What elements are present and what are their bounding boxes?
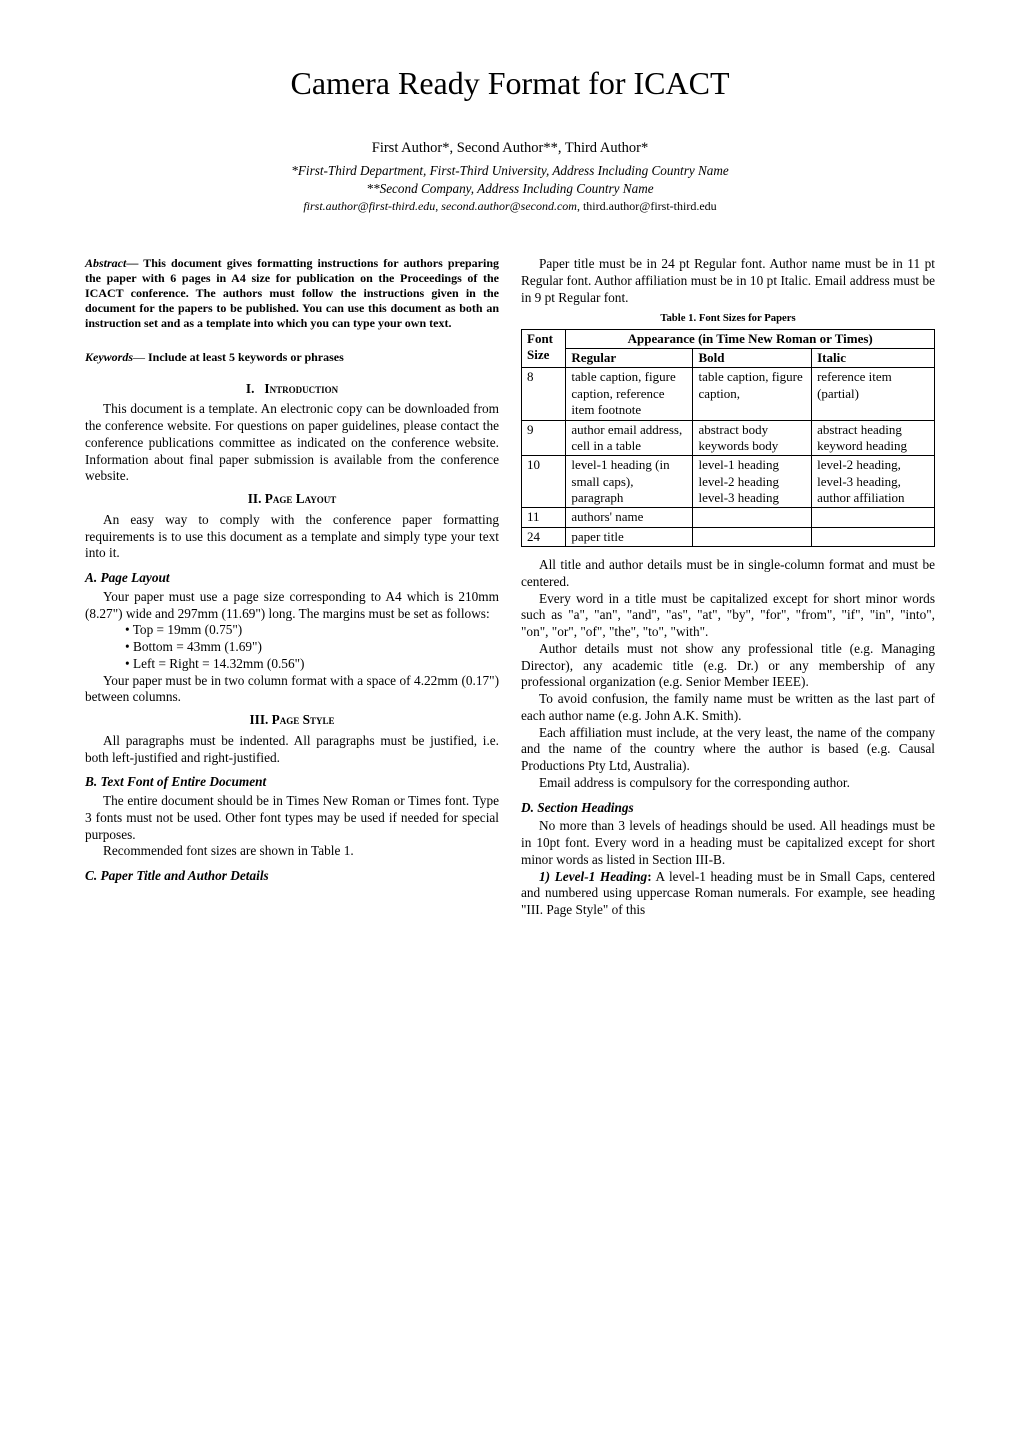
cell-regular: table caption, figure caption, reference… — [566, 368, 693, 420]
subc-p3: Every word in a title must be capitalize… — [521, 591, 935, 641]
cell-italic: reference item (partial) — [812, 368, 935, 420]
layout-paragraph: An easy way to comply with the conferenc… — [85, 512, 499, 562]
cell-bold: level-1 heading level-2 heading level-3 … — [693, 456, 812, 508]
bullet-lr: • Left = Right = 14.32mm (0.56") — [125, 656, 499, 673]
abstract-dash: — — [126, 256, 143, 270]
affiliation-2: **Second Company, Address Including Coun… — [85, 181, 935, 197]
abstract-block: Abstract— This document gives formatting… — [85, 256, 499, 332]
table-row: 10 level-1 heading (in small caps), para… — [522, 456, 935, 508]
level1-heading-para: 1) Level-1 Heading: A level-1 heading mu… — [521, 869, 935, 919]
intro-paragraph: This document is a template. An electron… — [85, 401, 499, 485]
section-1-heading: I. Introduction — [85, 381, 499, 398]
affiliation-1: *First-Third Department, First-Third Uni… — [85, 163, 935, 179]
table-row: 11 authors' name — [522, 508, 935, 527]
subheading-b: B. Text Font of Entire Document — [85, 774, 499, 791]
level1-lead: 1) Level-1 Heading — [539, 869, 647, 884]
subd-p1: No more than 3 levels of headings should… — [521, 818, 935, 868]
emails-line: first.author@first-third.edu, second.aut… — [85, 199, 935, 214]
th-bold: Bold — [693, 349, 812, 368]
cell-size: 10 — [522, 456, 566, 508]
cell-regular: authors' name — [566, 508, 693, 527]
cell-regular: level-1 heading (in small caps), paragra… — [566, 456, 693, 508]
keywords-block: Keywords— Include at least 5 keywords or… — [85, 350, 499, 365]
table-row: Regular Bold Italic — [522, 349, 935, 368]
email-1: first.author@first-third.edu — [303, 199, 435, 213]
cell-bold: abstract body keywords body — [693, 420, 812, 456]
cell-italic: level-2 heading, level-3 heading, author… — [812, 456, 935, 508]
table-1-block: Table 1. Font Sizes for Papers Font Size… — [521, 312, 935, 547]
section-title: Introduction — [264, 381, 338, 396]
subc-p5: To avoid confusion, the family name must… — [521, 691, 935, 725]
cell-bold — [693, 527, 812, 546]
subc-p6: Each affiliation must include, at the ve… — [521, 725, 935, 775]
table-row: 24 paper title — [522, 527, 935, 546]
two-column-body: Abstract— This document gives formatting… — [85, 256, 935, 919]
th-italic: Italic — [812, 349, 935, 368]
cell-size: 9 — [522, 420, 566, 456]
subheading-c: C. Paper Title and Author Details — [85, 868, 499, 885]
cell-regular: paper title — [566, 527, 693, 546]
subheading-a: A. Page Layout — [85, 570, 499, 587]
subc-p1: Paper title must be in 24 pt Regular fon… — [521, 256, 935, 306]
table-1-caption: Table 1. Font Sizes for Papers — [521, 312, 935, 325]
suba-p2: Your paper must be in two column format … — [85, 673, 499, 707]
margin-bullets: • Top = 19mm (0.75") • Bottom = 43mm (1.… — [125, 622, 499, 672]
email-2: second.author@second.com — [441, 199, 577, 213]
cell-italic: abstract heading keyword heading — [812, 420, 935, 456]
th-font-size: Font Size — [522, 329, 566, 368]
cell-italic — [812, 508, 935, 527]
cell-regular: author email address, cell in a table — [566, 420, 693, 456]
bullet-top: • Top = 19mm (0.75") — [125, 622, 499, 639]
suba-p1: Your paper must use a page size correspo… — [85, 589, 499, 623]
table-row: 8 table caption, figure caption, referen… — [522, 368, 935, 420]
subc-p2: All title and author details must be in … — [521, 557, 935, 591]
cell-size: 24 — [522, 527, 566, 546]
section-num: I. — [246, 381, 255, 396]
cell-bold: table caption, figure caption, — [693, 368, 812, 420]
email-3: third.author@first-third.edu — [583, 199, 717, 213]
th-regular: Regular — [566, 349, 693, 368]
style-p1: All paragraphs must be indented. All par… — [85, 733, 499, 767]
subc-p4: Author details must not show any profess… — [521, 641, 935, 691]
table-row: Font Size Appearance (in Time New Roman … — [522, 329, 935, 348]
table-row: 9 author email address, cell in a table … — [522, 420, 935, 456]
keywords-lead: Keywords — [85, 350, 133, 364]
cell-bold — [693, 508, 812, 527]
section-2-heading: II. Page Layout — [85, 491, 499, 508]
th-appearance: Appearance (in Time New Roman or Times) — [566, 329, 935, 348]
section-title: Page Style — [272, 712, 335, 727]
bullet-bottom: • Bottom = 43mm (1.69") — [125, 639, 499, 656]
abstract-body: This document gives formatting instructi… — [85, 256, 499, 330]
section-3-heading: III. Page Style — [85, 712, 499, 729]
authors-line: First Author*, Second Author**, Third Au… — [85, 140, 935, 157]
subheading-d: D. Section Headings — [521, 800, 935, 817]
cell-size: 11 — [522, 508, 566, 527]
cell-italic — [812, 527, 935, 546]
subb-p1: The entire document should be in Times N… — [85, 793, 499, 843]
section-num: III. — [249, 712, 268, 727]
section-num: II. — [248, 491, 262, 506]
cell-size: 8 — [522, 368, 566, 420]
subc-p7: Email address is compulsory for the corr… — [521, 775, 935, 792]
keywords-dash: — — [133, 350, 148, 364]
paper-title: Camera Ready Format for ICACT — [85, 65, 935, 102]
abstract-lead: Abstract — [85, 256, 126, 270]
keywords-body: Include at least 5 keywords or phrases — [148, 350, 344, 364]
font-sizes-table: Font Size Appearance (in Time New Roman … — [521, 329, 935, 548]
section-title: Page Layout — [265, 491, 337, 506]
subb-p2: Recommended font sizes are shown in Tabl… — [85, 843, 499, 860]
